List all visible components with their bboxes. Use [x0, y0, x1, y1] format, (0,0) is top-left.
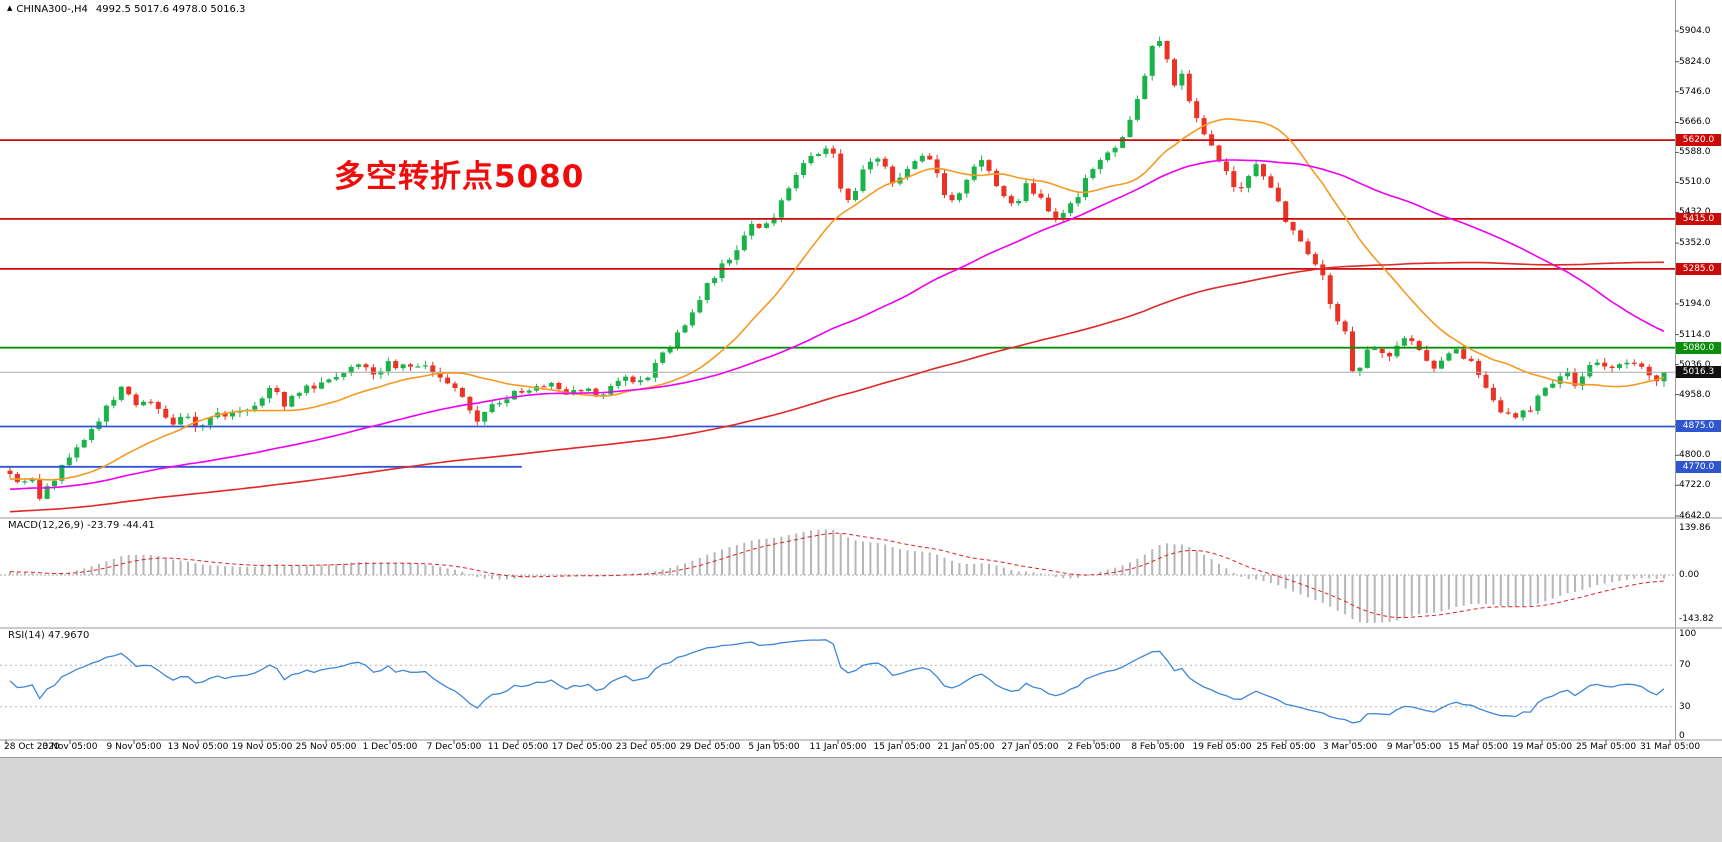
macd-signal-line	[9, 532, 1665, 619]
symbol-info: ▲ CHINA300-,H4 4992.5 5017.6 4978.0 5016.3	[7, 4, 245, 15]
panel-frame	[0, 0, 1722, 744]
ma-20-line	[10, 117, 1665, 481]
macd-indicator-label: MACD(12,26,9) -23.79 -44.41	[8, 520, 155, 531]
rsi-indicator-label: RSI(14) 47.9670	[8, 630, 90, 641]
macd-panel[interactable]	[0, 529, 1675, 623]
symbol-ohlc: 4992.5 5017.6 4978.0 5016.3	[95, 4, 246, 15]
rsi-panel[interactable]	[0, 639, 1675, 724]
rsi-line	[9, 639, 1665, 724]
ma-150-line	[9, 261, 1664, 513]
chart-annotation[interactable]: 多空转折点5080	[334, 159, 585, 195]
level-lines-layer[interactable]	[0, 139, 1675, 468]
symbol-marker-icon: ▲	[7, 4, 13, 12]
symbol-title: CHINA300-,H4	[16, 4, 88, 15]
bottom-strip	[0, 757, 1722, 842]
ma-60-line	[9, 159, 1665, 490]
